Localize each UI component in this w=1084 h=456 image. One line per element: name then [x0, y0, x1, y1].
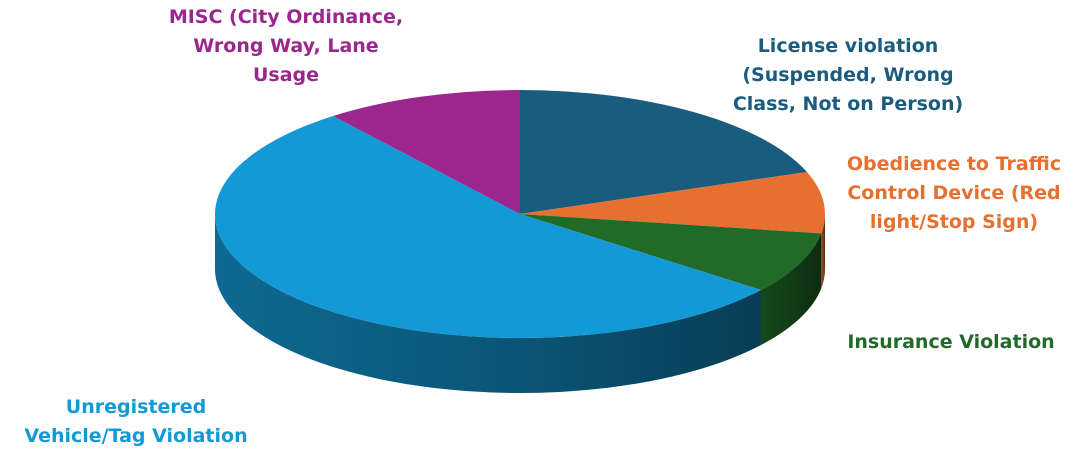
pie-slice-4	[333, 90, 520, 214]
pie-slice-side-shade-3	[215, 214, 761, 394]
pie-sides	[215, 214, 825, 394]
pie-slice-0	[520, 90, 807, 214]
slice-label-obedience-traffic-control: Obedience to Traffic Control Device (Red…	[846, 153, 1062, 233]
pie-slice-2	[520, 214, 822, 291]
pie-slice-3	[215, 116, 761, 338]
pie-tops	[215, 90, 825, 338]
slice-label-misc: MISC (City Ordinance, Wrong Way, Lane Us…	[168, 6, 404, 86]
slice-label-insurance-violation: Insurance Violation	[847, 331, 1055, 353]
pie-slice-side-shade-1	[821, 214, 825, 289]
pie-slice-1	[520, 171, 825, 234]
pie-slice-side-shade-2	[760, 233, 822, 346]
slice-label-unregistered-vehicle: Unregistered Vehicle/Tag Violation	[24, 396, 248, 447]
slice-label-license-violation: License violation (Suspended, Wrong Clas…	[732, 35, 964, 115]
